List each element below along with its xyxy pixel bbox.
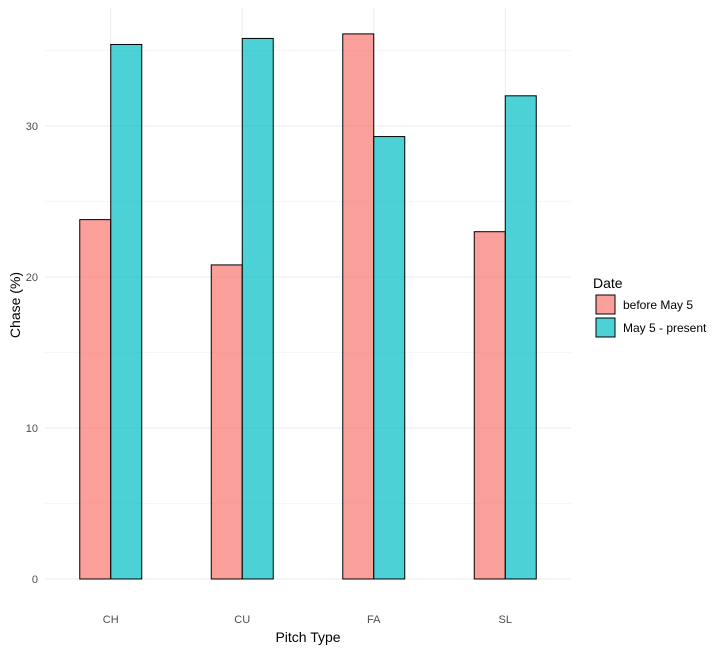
bar-cu-series-1 [210, 264, 243, 580]
legend-key-series-1 [595, 294, 616, 315]
bar-fa-series-1 [342, 33, 375, 580]
legend-items: before May 5 May 5 - present [595, 294, 707, 338]
x-tick-label: SL [499, 614, 512, 626]
y-axis-title: Chase (%) [7, 272, 23, 338]
legend-label-series-2: May 5 - present [623, 321, 707, 335]
bar-sl-series-1 [473, 231, 506, 580]
bar-sl-series-2 [504, 95, 537, 580]
bar-ch-series-1 [79, 219, 112, 580]
bar-ch-series-2 [110, 43, 143, 580]
y-tick-label: 20 [26, 272, 38, 284]
y-tick-label: 10 [26, 423, 38, 435]
bar-fa-series-2 [373, 136, 406, 580]
y-tick-labels: 0 10 20 30 [26, 121, 38, 586]
legend-title: Date [593, 275, 623, 291]
legend: Date before May 5 May 5 - present [593, 275, 707, 338]
x-tick-label: CU [234, 614, 250, 626]
x-tick-label: CH [103, 614, 119, 626]
bar-cu-series-2 [241, 37, 274, 580]
y-tick-label: 30 [26, 121, 38, 133]
legend-key-series-2 [595, 317, 616, 338]
bars [79, 33, 537, 580]
x-axis-title: Pitch Type [275, 629, 340, 645]
x-tick-labels: CH CU FA SL [103, 614, 512, 626]
legend-label-series-1: before May 5 [623, 298, 693, 312]
x-tick-label: FA [367, 614, 381, 626]
y-tick-label: 0 [32, 574, 38, 586]
